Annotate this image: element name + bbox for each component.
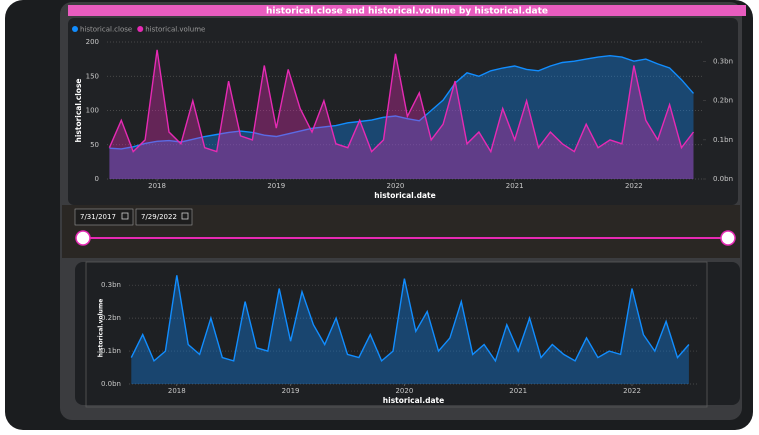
- x-tick-label: 2021: [506, 182, 524, 190]
- x-tick-label: 2018: [148, 182, 166, 190]
- x-tick-label: 2020: [387, 182, 405, 190]
- end-date: 7/29/2022: [141, 213, 177, 221]
- date-input[interactable]: [74, 208, 134, 226]
- chart-title: historical.close and historical.volume b…: [266, 7, 548, 17]
- x-axis-title: historical.date: [383, 396, 444, 405]
- date-input[interactable]: [135, 208, 193, 226]
- chart-panel: [68, 18, 738, 205]
- legend-marker: [72, 26, 78, 32]
- area-fill: [109, 49, 694, 179]
- area-fill: [131, 275, 689, 384]
- chart-panel: [75, 262, 740, 405]
- y-tick-label: 50: [90, 141, 99, 149]
- y2-tick-label: 0.1bn: [713, 136, 733, 144]
- x-tick-label: 2019: [267, 182, 285, 190]
- start-date: 7/31/2017: [80, 213, 116, 221]
- x-tick-label: 2021: [509, 387, 527, 395]
- y-tick-label: 200: [86, 38, 99, 46]
- x-tick-label: 2022: [625, 182, 643, 190]
- x-tick-label: 2022: [623, 387, 641, 395]
- x-tick-label: 2020: [395, 387, 413, 395]
- legend-marker: [137, 26, 144, 32]
- legend-label: historical.volume: [145, 26, 205, 34]
- y-tick-label: 0.2bn: [101, 314, 121, 322]
- y2-tick-label: 0.0bn: [713, 175, 733, 183]
- y-tick-label: 150: [86, 72, 99, 80]
- series-line: [130, 275, 690, 363]
- calendar-icon[interactable]: [181, 212, 189, 220]
- y-axis-title: historical.close: [74, 78, 83, 142]
- visual-border: [85, 261, 708, 408]
- x-tick-label: 2018: [168, 387, 186, 395]
- x-axis-title: historical.date: [374, 191, 435, 200]
- slider-handle[interactable]: [75, 230, 91, 246]
- legend-label: historical.close: [80, 26, 132, 34]
- title-bar: [68, 5, 746, 16]
- y-tick-label: 0.1bn: [101, 347, 121, 355]
- y-axis-title: historical.volume: [98, 299, 105, 358]
- calendar-icon[interactable]: [121, 212, 129, 220]
- y2-tick-label: 0.2bn: [713, 97, 733, 105]
- series-line: [109, 54, 695, 150]
- y-tick-label: 100: [86, 107, 99, 115]
- y2-tick-label: 0.3bn: [713, 58, 733, 66]
- y-tick-label: 0.0bn: [101, 380, 121, 388]
- series-line: [108, 49, 695, 154]
- x-tick-label: 2019: [282, 387, 300, 395]
- y-tick-label: 0: [95, 175, 99, 183]
- slider-handle[interactable]: [720, 230, 736, 246]
- y-tick-label: 0.3bn: [101, 281, 121, 289]
